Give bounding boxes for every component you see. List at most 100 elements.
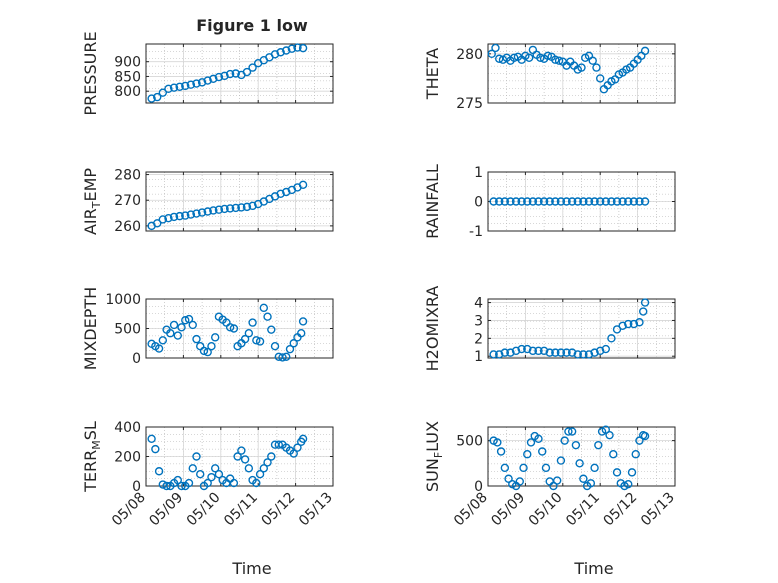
data-point — [197, 208, 207, 217]
y-tick-label: 900 — [114, 55, 141, 71]
data-point — [233, 452, 242, 461]
data-point — [151, 444, 160, 454]
data-point — [590, 348, 599, 357]
data-point — [289, 339, 298, 348]
data-point — [493, 438, 502, 447]
data-point — [545, 197, 554, 206]
data-point — [278, 353, 287, 362]
axes-frame — [145, 171, 334, 232]
data-point — [596, 74, 605, 83]
data-point — [240, 334, 250, 344]
x-tick-label: 05/08 — [451, 490, 491, 530]
data-point — [240, 455, 250, 464]
data-point — [596, 346, 605, 356]
data-point — [252, 478, 261, 488]
data-point — [162, 481, 171, 491]
data-point — [601, 344, 611, 354]
data-point — [192, 209, 201, 218]
data-point — [528, 45, 538, 55]
y-tick-label: 260 — [114, 219, 141, 235]
data-point — [618, 321, 627, 331]
data-point — [549, 481, 558, 491]
subplot-6: 1 2 34 H2OMIXRA — [423, 286, 676, 371]
data-point — [220, 71, 229, 81]
data-point — [489, 350, 498, 359]
data-point — [158, 336, 168, 345]
x-tick-label: 05/10 — [526, 490, 566, 530]
data-point — [487, 49, 496, 59]
data-point — [263, 458, 272, 467]
data-point — [523, 450, 532, 459]
axes-frame — [487, 426, 676, 487]
data-point — [298, 43, 308, 53]
data-point — [270, 50, 280, 59]
data-point — [164, 213, 173, 223]
data-point — [579, 350, 588, 359]
data-point — [210, 464, 220, 473]
data-point — [552, 476, 562, 485]
data-point — [276, 48, 285, 57]
x-axis-label-right: Time — [573, 559, 613, 578]
data-point — [624, 197, 633, 206]
data-point — [607, 197, 616, 206]
x-tick-label: 05/11 — [563, 490, 603, 530]
subplot-3: 260 270 280 AIRTEMP — [81, 168, 334, 235]
data-point — [500, 463, 510, 473]
data-point — [515, 477, 524, 486]
data-point — [496, 447, 506, 456]
data-point — [556, 456, 566, 465]
data-point — [181, 81, 190, 91]
data-point — [255, 337, 265, 346]
data-point — [545, 477, 554, 486]
data-point — [293, 43, 302, 52]
data-point — [255, 470, 265, 479]
data-point — [523, 344, 532, 354]
data-point — [293, 443, 302, 452]
data-point — [199, 346, 209, 356]
data-point — [169, 212, 179, 222]
data-point — [153, 219, 162, 228]
data-point — [298, 180, 308, 190]
x-tick-label: 05/13 — [638, 490, 678, 530]
data-point — [210, 333, 220, 342]
data-point — [590, 463, 599, 473]
data-point — [627, 468, 637, 477]
data-point — [601, 425, 611, 434]
data-point — [539, 197, 549, 206]
x-tick-label: 05/08 — [109, 490, 149, 530]
data-point — [169, 320, 179, 330]
data-point — [579, 474, 588, 483]
data-point — [562, 348, 571, 357]
data-point — [209, 206, 218, 215]
data-point — [209, 74, 218, 84]
data-point — [244, 329, 254, 338]
data-point — [220, 204, 229, 214]
data-point — [495, 350, 504, 359]
y-tick-label: 1 — [474, 165, 483, 181]
data-point — [225, 204, 235, 213]
y-tick-label: 3 — [474, 313, 483, 329]
data-point — [545, 348, 554, 357]
data-point — [225, 323, 235, 332]
data-point — [196, 342, 205, 351]
data-point — [517, 197, 526, 206]
axes-frame — [145, 43, 334, 104]
data-point — [511, 346, 521, 356]
data-point — [639, 307, 648, 316]
y-tick-label: 1000 — [105, 292, 141, 308]
data-point — [629, 319, 639, 329]
data-point — [242, 67, 252, 77]
data-point — [270, 342, 280, 351]
data-point — [248, 63, 257, 72]
data-point — [564, 427, 573, 436]
data-point — [592, 63, 601, 72]
data-point — [173, 475, 182, 485]
data-point — [282, 46, 291, 55]
data-point — [229, 324, 239, 333]
y-tick-label: 500 — [114, 322, 141, 338]
data-point — [624, 479, 633, 489]
data-point — [259, 303, 269, 313]
data-point — [158, 480, 168, 489]
data-point — [154, 467, 164, 476]
data-point — [567, 427, 577, 436]
